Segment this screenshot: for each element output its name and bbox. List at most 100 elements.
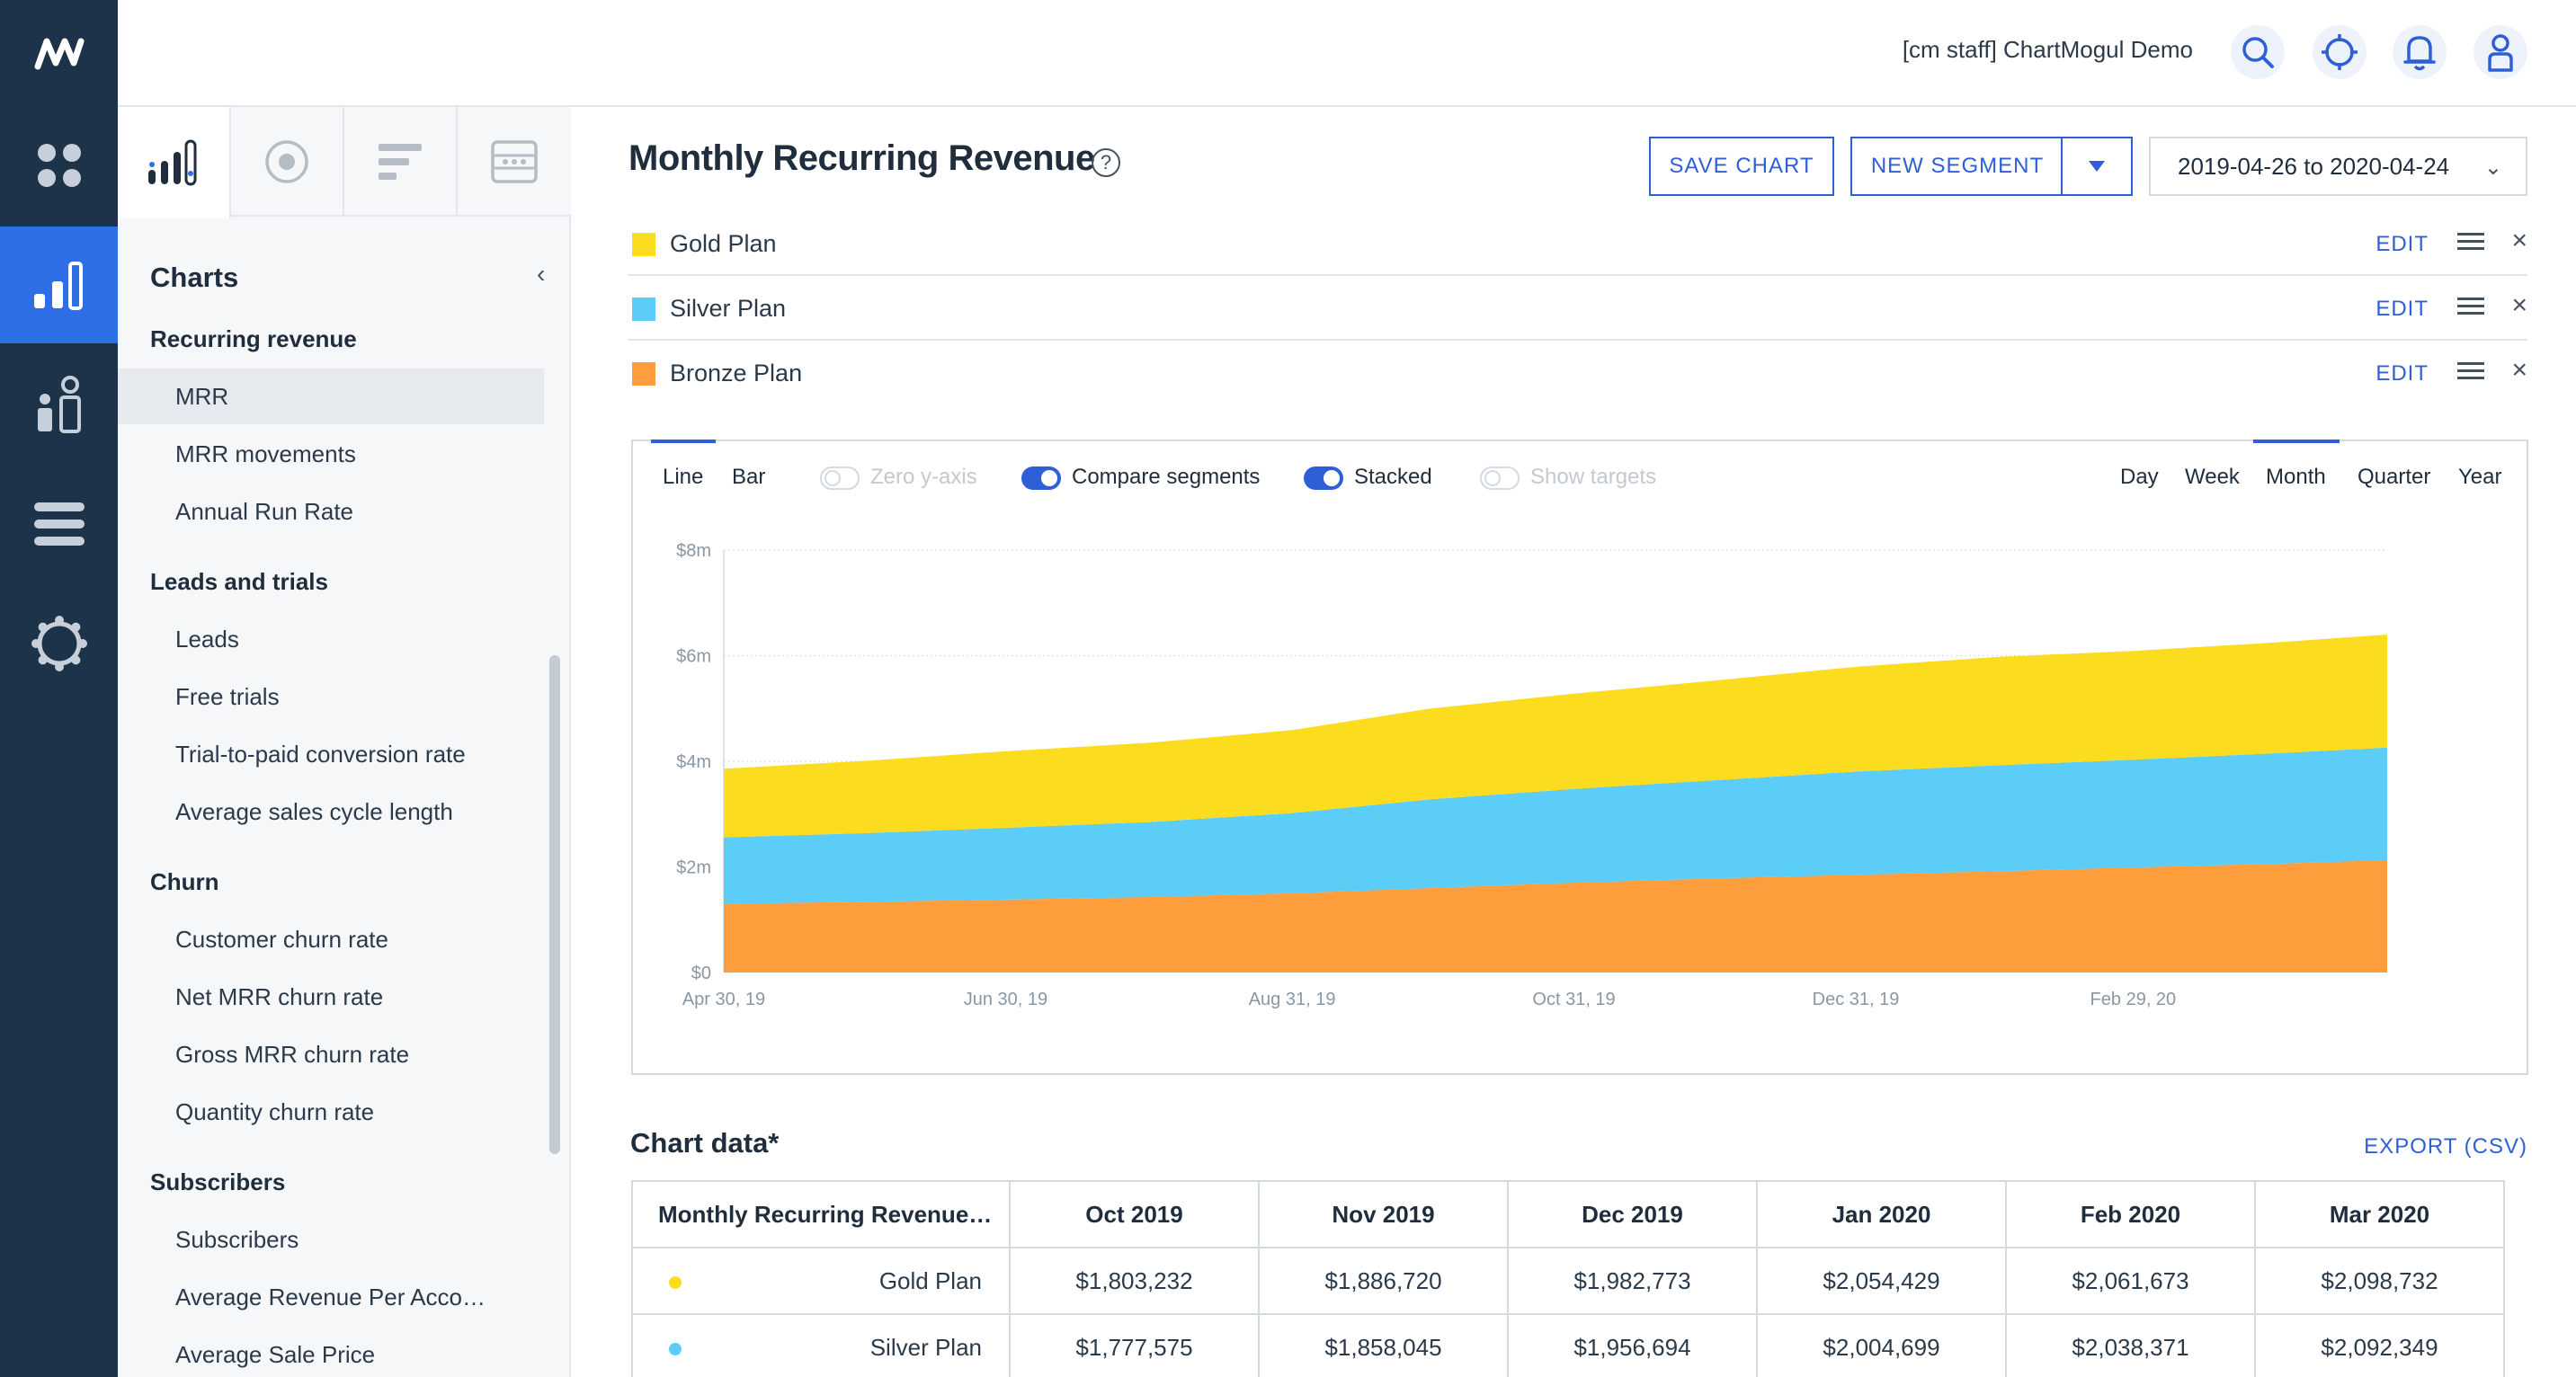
new-segment-button[interactable]: NEW SEGMENT — [1850, 137, 2063, 196]
stacked-toggle[interactable] — [1304, 466, 1343, 490]
table-row: Silver Plan $1,777,575 $1,858,045 $1,956… — [631, 1313, 2505, 1377]
table-header-cell[interactable]: Monthly Recurring Revenue… — [631, 1180, 1011, 1248]
tab-goals[interactable] — [231, 107, 344, 217]
interval-week-tab[interactable]: Week — [2185, 465, 2240, 489]
customers-icon[interactable] — [0, 346, 118, 463]
table-cell: $1,982,773 — [1507, 1247, 1758, 1315]
icon-rail — [0, 0, 118, 1377]
tab-cohorts[interactable] — [344, 107, 458, 217]
x-tick-label: Aug 31, 19 — [1249, 990, 1336, 1009]
table-header-cell[interactable]: Nov 2019 — [1258, 1180, 1509, 1248]
interval-quarter-tab[interactable]: Quarter — [2358, 465, 2431, 489]
area-series-bronze-plan — [724, 859, 2387, 973]
sidebar-item-avg-sales-cycle[interactable]: Average sales cycle length — [175, 798, 453, 825]
segment-name: Silver Plan — [670, 295, 787, 322]
close-icon[interactable]: × — [2511, 355, 2527, 385]
x-tick-label: Jun 30, 19 — [964, 990, 1047, 1009]
segment-edit-link[interactable]: EDIT — [2375, 232, 2429, 256]
sidebar-item-quantity-churn-rate[interactable]: Quantity churn rate — [175, 1098, 375, 1125]
sidebar-item-arpa[interactable]: Average Revenue Per Acco… — [175, 1284, 486, 1310]
dashboard-icon[interactable] — [0, 107, 118, 224]
sidebar-item-mrr[interactable]: MRR — [118, 369, 544, 424]
close-icon[interactable]: × — [2511, 290, 2527, 320]
table-header-cell[interactable]: Oct 2019 — [1009, 1180, 1260, 1248]
drag-handle-icon[interactable] — [2457, 298, 2484, 319]
row-name: Gold Plan — [878, 1266, 982, 1294]
sidebar-item-gross-mrr-churn-rate[interactable]: Gross MRR churn rate — [175, 1041, 410, 1068]
close-icon[interactable]: × — [2511, 226, 2527, 255]
mrr-area-chart[interactable]: $0 $2m $4m $6m $8m Apr 30, 19 Jun 30, 19 Aug 31… — [633, 441, 2527, 1073]
crosshair-icon[interactable] — [2313, 25, 2367, 79]
sidebar-group-churn: Churn — [150, 868, 219, 895]
settings-icon[interactable] — [0, 585, 118, 702]
segment-name: Bronze Plan — [670, 360, 803, 386]
date-range-picker[interactable]: 2019-04-26 to 2020-04-24 ⌄ — [2149, 137, 2527, 196]
sidebar-item-free-trials[interactable]: Free trials — [175, 683, 280, 710]
charts-icon[interactable] — [0, 227, 118, 343]
segment-color-swatch — [632, 362, 655, 386]
table-header-cell[interactable]: Feb 2020 — [2005, 1180, 2256, 1248]
x-tick-label: Apr 30, 19 — [682, 990, 765, 1009]
show-targets-label: Show targets — [1530, 465, 1657, 489]
table-cell: $1,803,232 — [1009, 1247, 1260, 1315]
segment-color-swatch — [632, 298, 655, 321]
bell-icon[interactable] — [2393, 25, 2447, 79]
interval-day-tab[interactable]: Day — [2120, 465, 2159, 489]
segment-color-swatch — [632, 233, 655, 256]
interval-year-tab[interactable]: Year — [2458, 465, 2502, 489]
sidebar-item-leads[interactable]: Leads — [175, 626, 239, 653]
table-header-cell[interactable]: Mar 2020 — [2254, 1180, 2505, 1248]
zero-y-axis-toggle[interactable] — [820, 466, 860, 490]
segment-edit-link[interactable]: EDIT — [2375, 361, 2429, 386]
compare-segments-toggle[interactable] — [1021, 466, 1061, 490]
chevron-down-icon: ⌄ — [2483, 155, 2502, 180]
tab-charts[interactable] — [118, 107, 231, 218]
sidebar-item-average-sale-price[interactable]: Average Sale Price — [175, 1341, 376, 1368]
line-chart-tab[interactable]: Line — [663, 465, 704, 489]
table-cell: $2,054,429 — [1756, 1247, 2007, 1315]
lists-icon[interactable] — [0, 466, 118, 582]
drag-handle-icon[interactable] — [2457, 233, 2484, 254]
table-cell: $2,098,732 — [2254, 1247, 2505, 1315]
search-icon[interactable] — [2231, 25, 2285, 79]
help-icon[interactable]: ? — [1092, 148, 1120, 177]
account-name[interactable]: [cm staff] ChartMogul Demo — [1902, 36, 2193, 63]
sidebar-item-trial-to-paid[interactable]: Trial-to-paid conversion rate — [175, 741, 466, 768]
sidebar-item-mrr-movements[interactable]: MRR movements — [175, 440, 356, 467]
sidebar-group-subscribers: Subscribers — [150, 1168, 286, 1195]
segment-row: Bronze Plan EDIT × — [628, 341, 2527, 405]
sidebar-item-customer-churn-rate[interactable]: Customer churn rate — [175, 926, 388, 953]
tab-saved-charts[interactable] — [458, 107, 571, 217]
collapse-sidebar-icon[interactable]: ‹ — [537, 260, 546, 288]
show-targets-toggle[interactable] — [1480, 466, 1520, 490]
user-icon[interactable] — [2473, 25, 2527, 79]
table-cell: $1,956,694 — [1507, 1313, 1758, 1377]
segment-row: Gold Plan EDIT × — [628, 211, 2527, 276]
interval-month-tab[interactable]: Month — [2266, 465, 2326, 489]
sidebar-item-subscribers[interactable]: Subscribers — [175, 1226, 299, 1253]
sidebar-group-leads-and-trials: Leads and trials — [150, 568, 328, 595]
segment-edit-link[interactable]: EDIT — [2375, 297, 2429, 321]
y-tick-label: $8m — [676, 541, 711, 561]
save-chart-button[interactable]: SAVE CHART — [1649, 137, 1834, 196]
table-cell: $1,886,720 — [1258, 1247, 1509, 1315]
sidebar-group-recurring-revenue: Recurring revenue — [150, 325, 357, 352]
table-header-cell[interactable]: Dec 2019 — [1507, 1180, 1758, 1248]
chartmogul-logo[interactable] — [0, 0, 118, 107]
segment-row: Silver Plan EDIT × — [628, 276, 2527, 341]
segment-name: Gold Plan — [670, 230, 777, 257]
sidebar-item-annual-run-rate[interactable]: Annual Run Rate — [175, 498, 354, 525]
chart-data-title: Chart data* — [630, 1127, 780, 1159]
new-segment-dropdown-button[interactable] — [2061, 137, 2133, 196]
export-csv-link[interactable]: EXPORT (CSV) — [2364, 1134, 2527, 1159]
sidebar-scrollbar[interactable] — [549, 655, 560, 1154]
x-tick-label: Oct 31, 19 — [1532, 990, 1615, 1009]
page-title: Monthly Recurring Revenue — [628, 138, 1095, 178]
table-cell: $2,004,699 — [1756, 1313, 2007, 1377]
sidebar-item-net-mrr-churn-rate[interactable]: Net MRR churn rate — [175, 983, 384, 1010]
drag-handle-icon[interactable] — [2457, 362, 2484, 384]
table-header-cell[interactable]: Jan 2020 — [1756, 1180, 2007, 1248]
table-cell: $1,777,575 — [1009, 1313, 1260, 1377]
bar-chart-tab[interactable]: Bar — [732, 465, 766, 489]
table-cell: $2,061,673 — [2005, 1247, 2256, 1315]
